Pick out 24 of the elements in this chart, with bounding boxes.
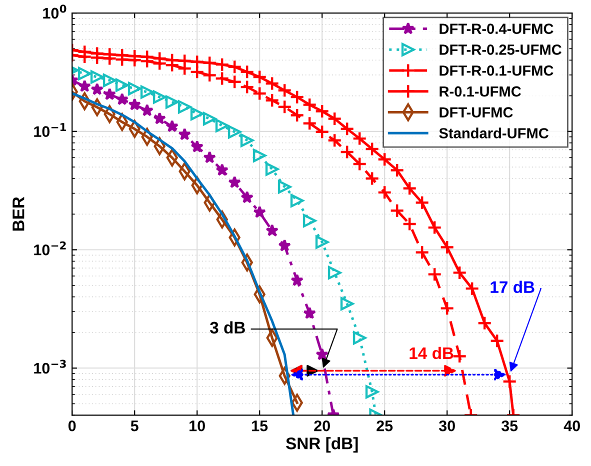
legend-label: DFT-UFMC: [440, 107, 513, 118]
y-tick-label: 10$^{0}$: [43, 4, 66, 19]
x-tick-label: 30: [438, 420, 455, 432]
x-tick-label: 5: [130, 420, 138, 432]
legend-label: DFT-R-0.25-UFMC: [440, 44, 562, 55]
y-tick-label: 10$^{−1}$: [34, 123, 66, 137]
x-tick-label: 20: [314, 420, 330, 432]
legend-label: DFT-R-0.4-UFMC: [440, 24, 554, 34]
legend-label: R-0.1-UFMC: [440, 86, 521, 97]
y-tick-label: 10$^{−2}$: [34, 241, 66, 256]
legend-label: DFT-R-0.1-UFMC: [440, 65, 554, 76]
y-axis-title: BER: [12, 196, 24, 231]
legend-label: Standard-UFMC: [439, 128, 549, 138]
y-tick-label: 10$^{−3}$: [34, 360, 66, 374]
x-tick-label: 25: [376, 420, 393, 432]
x-axis-title: SNR [dB]: [286, 437, 358, 453]
x-tick-label: 0: [68, 420, 76, 432]
annotation: 3 dB: [210, 321, 245, 334]
x-tick-label: 40: [564, 420, 580, 432]
annotation: 17 dB: [490, 280, 534, 294]
x-tick-label: 15: [252, 420, 268, 432]
x-tick-label: 10: [190, 420, 205, 432]
annotation: 14 dB: [410, 346, 454, 360]
x-tick-label: 35: [501, 420, 518, 432]
